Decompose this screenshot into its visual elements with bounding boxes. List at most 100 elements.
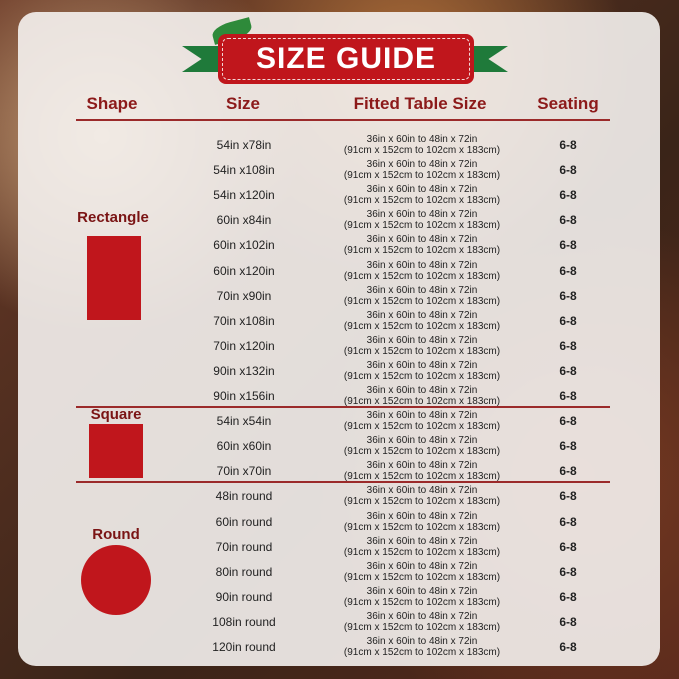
fitted-size-cell: 36in x 60in to 48in x 72in (91cm x 152cm … — [344, 234, 500, 256]
header-seating: Seating — [537, 94, 599, 113]
fitted-inches: 36in x 60in to 48in x 72in — [366, 435, 478, 447]
seating-cell: 6-8 — [559, 464, 577, 479]
fitted-cm: (91cm x 152cm to 102cm x 183cm) — [343, 345, 501, 357]
fitted-cm: (91cm x 152cm to 102cm x 183cm) — [343, 170, 501, 182]
fitted-size-cell: 36in x 60in to 48in x 72in (91cm x 152cm … — [344, 335, 500, 357]
seating-cell: 6-8 — [559, 163, 577, 178]
fitted-cm: (91cm x 152cm to 102cm x 183cm) — [343, 471, 501, 483]
shape-label-square: Square — [90, 406, 142, 423]
seating-cell: 6-8 — [559, 640, 577, 654]
seating-cell: 6-8 — [559, 389, 577, 403]
shape-label-round: Round — [92, 526, 140, 543]
size-cell: 54in x78in — [216, 138, 272, 152]
fitted-inches: 36in x 60in to 48in x 72in — [366, 284, 478, 296]
size-cell: 70in x70in — [216, 464, 272, 479]
seating-cell: 6-8 — [559, 363, 577, 378]
fitted-inches: 36in x 60in to 48in x 72in — [366, 309, 478, 321]
fitted-inches: 36in x 60in to 48in x 72in — [366, 159, 478, 171]
square-shape-icon — [89, 424, 143, 478]
fitted-inches: 36in x 60in to 48in x 72in — [366, 410, 478, 422]
seating-cell: 6-8 — [559, 564, 577, 579]
seating-cell: 6-8 — [559, 138, 577, 152]
seating-cell: 6-8 — [559, 439, 577, 454]
fitted-inches: 36in x 60in to 48in x 72in — [366, 510, 478, 522]
fitted-inches: 36in x 60in to 48in x 72in — [366, 209, 478, 221]
fitted-inches: 36in x 60in to 48in x 72in — [366, 385, 478, 396]
fitted-size-cell: 36in x 60in to 48in x 72in (91cm x 152cm … — [344, 561, 500, 583]
fitted-size-cell: 36in x 60in to 48in x 72in (91cm x 152cm … — [344, 485, 500, 507]
fitted-size-cell: 36in x 60in to 48in x 72in (91cm x 152cm … — [344, 385, 500, 407]
size-cell: 54in x120in — [213, 188, 275, 203]
size-cell: 70in round — [215, 539, 273, 554]
title-banner: SIZE GUIDE — [218, 34, 474, 84]
seating-cell: 6-8 — [559, 213, 577, 228]
size-cell: 60in x60in — [216, 439, 272, 454]
seating-cell: 6-8 — [559, 263, 577, 278]
fitted-inches: 36in x 60in to 48in x 72in — [366, 234, 478, 246]
fitted-size-cell: 36in x 60in to 48in x 72in (91cm x 152cm … — [344, 209, 500, 231]
group-divider — [76, 406, 610, 409]
seating-cell: 6-8 — [559, 614, 577, 629]
size-cell: 60in x120in — [213, 263, 275, 278]
fitted-size-cell: 36in x 60in to 48in x 72in (91cm x 152cm … — [344, 134, 500, 156]
fitted-cm: (91cm x 152cm to 102cm x 183cm) — [343, 496, 501, 508]
seating-cell: 6-8 — [559, 514, 577, 529]
fitted-size-cell: 36in x 60in to 48in x 72in (91cm x 152cm … — [344, 285, 500, 307]
size-cell: 90in x132in — [213, 363, 275, 378]
seating-cell: 6-8 — [559, 188, 577, 203]
shape-label-rectangle: Rectangle — [77, 209, 149, 226]
fitted-inches: 36in x 60in to 48in x 72in — [366, 560, 478, 572]
size-cell: 80in round — [215, 564, 273, 579]
header-divider — [76, 119, 610, 121]
seating-cell: 6-8 — [559, 489, 577, 504]
fitted-size-cell: 36in x 60in to 48in x 72in (91cm x 152cm … — [344, 260, 500, 282]
fitted-cm: (91cm x 152cm to 102cm x 183cm) — [343, 270, 501, 282]
fitted-inches: 36in x 60in to 48in x 72in — [366, 259, 478, 271]
fitted-size-cell: 36in x 60in to 48in x 72in (91cm x 152cm … — [344, 360, 500, 382]
size-cell: 70in x108in — [213, 313, 275, 328]
fitted-cm: (91cm x 152cm to 102cm x 183cm) — [343, 320, 501, 332]
fitted-cm: (91cm x 152cm to 102cm x 183cm) — [343, 521, 501, 533]
size-cell: 70in x120in — [213, 338, 275, 353]
size-cell: 60in x84in — [216, 213, 272, 228]
size-cell: 90in round — [215, 589, 273, 604]
size-cell: 54in x54in — [216, 414, 272, 429]
fitted-size-cell: 36in x 60in to 48in x 72in (91cm x 152cm … — [344, 310, 500, 332]
size-cell: 60in round — [215, 514, 273, 529]
seating-cell: 6-8 — [559, 238, 577, 253]
group-divider — [76, 481, 610, 484]
fitted-cm: (91cm x 152cm to 102cm x 183cm) — [343, 596, 501, 608]
seating-cell: 6-8 — [559, 338, 577, 353]
fitted-inches: 36in x 60in to 48in x 72in — [366, 610, 478, 622]
seating-cell: 6-8 — [559, 313, 577, 328]
fitted-size-cell: 36in x 60in to 48in x 72in (91cm x 152cm … — [344, 636, 500, 658]
fitted-inches: 36in x 60in to 48in x 72in — [366, 134, 478, 145]
fitted-size-cell: 36in x 60in to 48in x 72in (91cm x 152cm … — [344, 536, 500, 558]
header-size: Size — [225, 94, 261, 113]
size-cell: 54in x108in — [213, 163, 275, 178]
size-cell: 108in round — [212, 614, 276, 629]
size-cell: 48in round — [215, 489, 273, 504]
fitted-cm: (91cm x 152cm to 102cm x 183cm) — [343, 571, 501, 583]
fitted-inches: 36in x 60in to 48in x 72in — [366, 636, 478, 647]
fitted-size-cell: 36in x 60in to 48in x 72in (91cm x 152cm … — [344, 184, 500, 206]
fitted-cm: (91cm x 152cm to 102cm x 183cm) — [343, 396, 501, 407]
fitted-cm: (91cm x 152cm to 102cm x 183cm) — [343, 295, 501, 307]
seating-cell: 6-8 — [559, 288, 577, 303]
fitted-cm: (91cm x 152cm to 102cm x 183cm) — [343, 195, 501, 207]
fitted-cm: (91cm x 152cm to 102cm x 183cm) — [343, 546, 501, 558]
size-cell: 120in round — [212, 640, 276, 654]
fitted-inches: 36in x 60in to 48in x 72in — [366, 585, 478, 597]
fitted-inches: 36in x 60in to 48in x 72in — [366, 184, 478, 196]
fitted-size-cell: 36in x 60in to 48in x 72in (91cm x 152cm … — [344, 435, 500, 457]
fitted-cm: (91cm x 152cm to 102cm x 183cm) — [343, 245, 501, 257]
header-shape: Shape — [86, 94, 138, 113]
seating-cell: 6-8 — [559, 414, 577, 429]
circle-shape-icon — [81, 545, 151, 615]
fitted-inches: 36in x 60in to 48in x 72in — [366, 359, 478, 371]
fitted-cm: (91cm x 152cm to 102cm x 183cm) — [343, 621, 501, 633]
fitted-cm: (91cm x 152cm to 102cm x 183cm) — [343, 370, 501, 382]
fitted-cm: (91cm x 152cm to 102cm x 183cm) — [343, 446, 501, 458]
fitted-cm: (91cm x 152cm to 102cm x 183cm) — [343, 220, 501, 232]
fitted-size-cell: 36in x 60in to 48in x 72in (91cm x 152cm … — [344, 460, 500, 482]
